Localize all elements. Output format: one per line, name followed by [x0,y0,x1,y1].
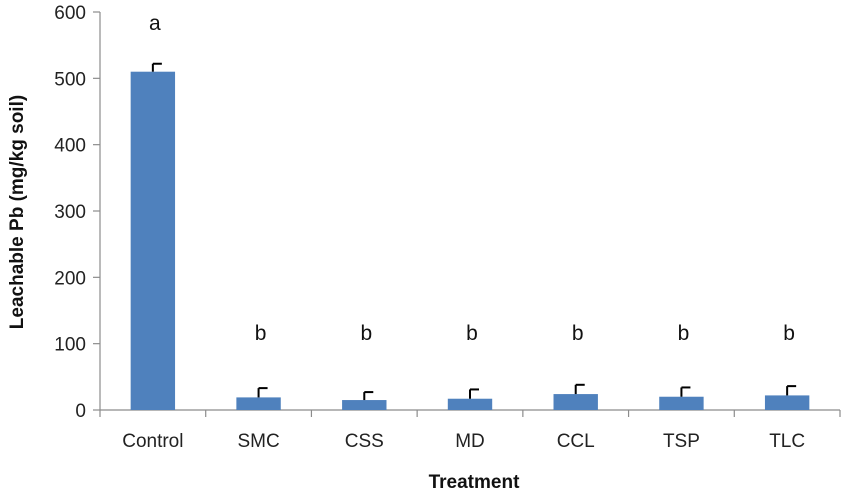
y-tick-label: 200 [54,268,86,289]
significance-letter: b [572,322,584,345]
y-tick-label: 0 [75,401,86,422]
y-tick-label: 300 [54,202,86,223]
x-tick-label: CSS [345,431,384,452]
significance-letters: a b b b b b b [149,12,795,345]
axes [99,12,840,411]
significance-letter: b [255,322,267,345]
bar-control [130,71,176,410]
x-tick-label: MD [455,431,485,452]
bar-smc [236,397,281,410]
y-tick-label: 400 [54,136,86,157]
x-tick-label: CCL [557,431,595,452]
x-tick-label: TSP [663,431,700,452]
x-ticks: Control SMC CSS MD CCL TSP TLC [99,410,841,452]
bar-tlc [764,395,810,410]
significance-letter: b [783,322,795,345]
x-tick-label: SMC [237,431,279,452]
x-axis-title: Treatment [429,472,520,492]
significance-letter: b [466,322,478,345]
y-axis-title: Leachable Pb (mg/kg soil) [7,95,28,329]
bar-md [447,398,493,410]
bars [130,71,810,410]
x-tick-label: Control [122,431,183,452]
error-bars [151,62,797,401]
y-tick-label: 500 [54,69,86,90]
x-tick-label: TLC [769,431,805,452]
significance-letter: a [149,12,161,35]
significance-letter: b [678,322,690,345]
bar-tsp [659,396,704,410]
y-tick-label: 100 [54,335,86,356]
y-ticks: 0 100 200 300 400 500 600 [54,3,100,422]
y-tick-label: 600 [54,3,86,24]
bar-ccl [553,394,598,410]
significance-letter: b [360,322,372,345]
bar-css [342,400,387,410]
